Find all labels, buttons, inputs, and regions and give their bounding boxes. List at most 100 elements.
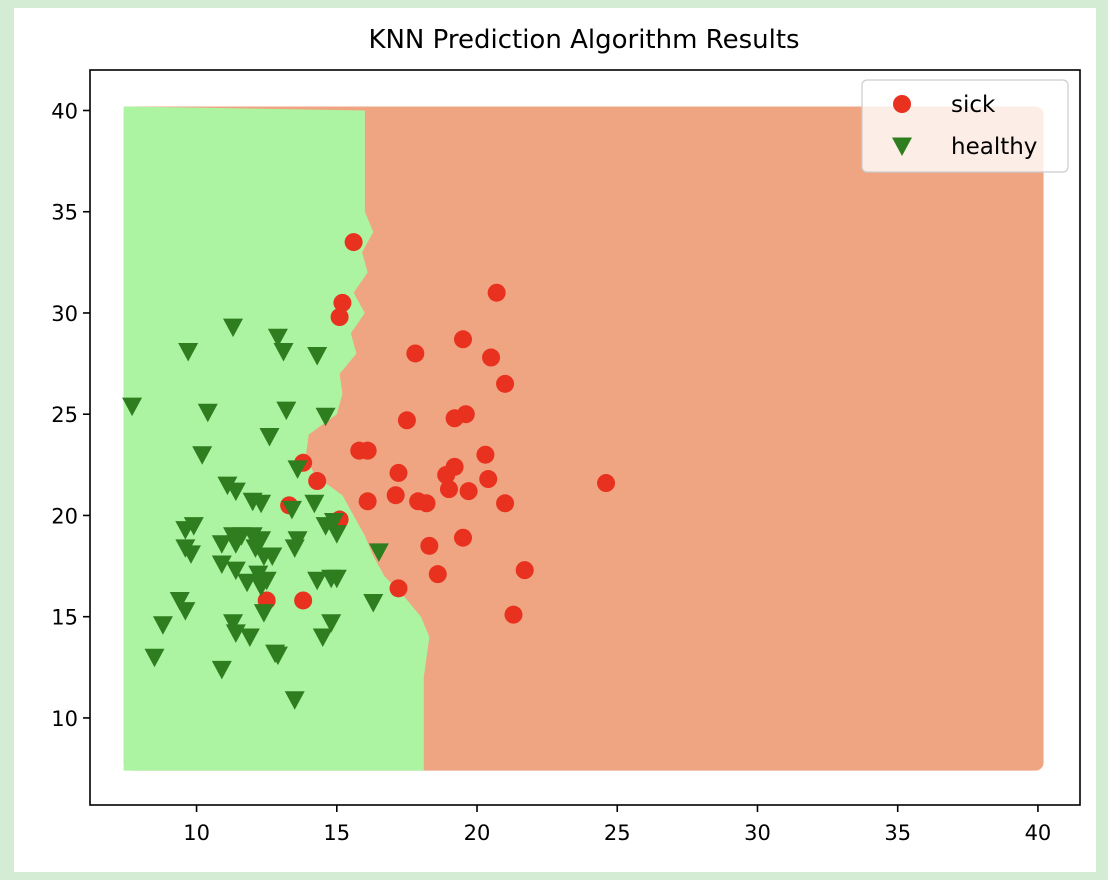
sick-point — [515, 561, 534, 580]
healthy-point — [225, 535, 246, 554]
sick-point — [389, 463, 408, 482]
sick-point — [454, 528, 473, 547]
healthy-point — [259, 427, 280, 447]
healthy-point — [307, 346, 328, 366]
legend: sick healthy — [861, 79, 1069, 173]
y-tick-label: 25 — [51, 403, 78, 427]
x-tick-label: 15 — [323, 821, 350, 845]
healthy-point — [253, 604, 274, 623]
sick-point — [397, 411, 416, 430]
sick-point — [459, 482, 478, 501]
healthy-region — [123, 106, 430, 771]
healthy-point — [251, 577, 272, 597]
healthy-point — [281, 500, 302, 520]
healthy-point — [192, 446, 213, 465]
sick-point — [308, 472, 327, 491]
sick-point — [330, 308, 349, 327]
x-tick-label: 40 — [1025, 821, 1052, 845]
data-points — [122, 233, 616, 710]
healthy-point — [368, 543, 389, 562]
healthy-point — [273, 342, 294, 362]
healthy-point — [183, 517, 204, 536]
healthy-point — [169, 591, 190, 611]
sick-point — [420, 536, 439, 555]
sick-point — [428, 565, 447, 584]
sick-point — [454, 330, 473, 349]
healthy-point — [144, 648, 165, 668]
sick-point — [333, 293, 352, 312]
sick-point — [389, 579, 408, 598]
y-tick-label: 15 — [51, 606, 78, 630]
healthy-point — [267, 646, 288, 666]
healthy-point — [248, 565, 269, 585]
sick-point — [476, 445, 495, 464]
sick-point — [479, 470, 498, 489]
legend-box — [861, 79, 1069, 173]
healthy-point — [304, 494, 325, 514]
chart-frame: KNN Prediction Algorithm Results 10 15 20 2… — [14, 8, 1096, 872]
healthy-point — [276, 401, 297, 421]
healthy-point — [287, 460, 308, 479]
healthy-point — [323, 513, 344, 532]
decision-regions — [123, 106, 1044, 771]
sick-point — [496, 374, 515, 393]
chart-title: KNN Prediction Algorithm Results — [368, 25, 799, 55]
sick-point — [445, 457, 464, 476]
healthy-point — [326, 525, 347, 544]
healthy-point — [122, 397, 143, 417]
healthy-point — [307, 571, 328, 591]
x-tick-label: 35 — [884, 821, 911, 845]
healthy-point — [197, 403, 218, 423]
sick-point — [597, 474, 616, 493]
healthy-point — [284, 539, 305, 558]
chart-svg: KNN Prediction Algorithm Results 10 15 20 2… — [51, 25, 1081, 845]
healthy-point — [217, 476, 238, 496]
healthy-point — [363, 594, 384, 613]
x-tick-label: 25 — [604, 821, 631, 845]
healthy-point — [175, 602, 196, 621]
legend-label-sick: sick — [951, 92, 996, 118]
plot-area — [89, 69, 1081, 806]
healthy-point — [180, 545, 201, 564]
legend-marker-healthy — [892, 137, 912, 156]
sick-point — [358, 441, 377, 460]
healthy-point — [211, 535, 232, 554]
legend-label-healthy: healthy — [951, 134, 1037, 160]
healthy-point — [284, 691, 305, 710]
healthy-point — [262, 547, 283, 566]
y-tick-label: 40 — [51, 99, 78, 123]
healthy-point — [312, 628, 333, 647]
legend-marker-sick — [893, 95, 911, 113]
healthy-point — [239, 628, 260, 647]
sick-point — [482, 348, 501, 367]
sick-point — [417, 494, 436, 513]
sick-point — [406, 344, 425, 363]
sick-point — [439, 480, 458, 499]
healthy-point — [326, 569, 347, 589]
healthy-point — [251, 494, 272, 514]
x-tick-label: 10 — [183, 821, 210, 845]
healthy-point — [225, 561, 246, 581]
healthy-point — [211, 555, 232, 575]
x-tick-label: 20 — [464, 821, 491, 845]
sick-point — [487, 283, 506, 302]
sick-point — [504, 605, 523, 624]
axis-ticks: 10 15 20 25 30 35 40 10 15 20 25 30 35 40 — [51, 99, 1051, 845]
y-tick-label: 35 — [51, 201, 78, 225]
sick-point — [294, 591, 313, 610]
healthy-point — [321, 614, 342, 633]
sick-point — [344, 233, 363, 252]
sick-point — [456, 405, 475, 424]
healthy-point — [178, 342, 199, 362]
y-tick-label: 30 — [51, 302, 78, 326]
healthy-point — [267, 328, 288, 348]
healthy-point — [152, 616, 173, 635]
healthy-point — [315, 407, 336, 427]
y-tick-label: 20 — [51, 504, 78, 528]
healthy-point — [225, 482, 246, 502]
y-tick-label: 10 — [51, 707, 78, 731]
x-tick-label: 30 — [744, 821, 771, 845]
sick-point — [358, 492, 377, 511]
sick-point — [386, 486, 405, 505]
healthy-point — [211, 660, 232, 680]
